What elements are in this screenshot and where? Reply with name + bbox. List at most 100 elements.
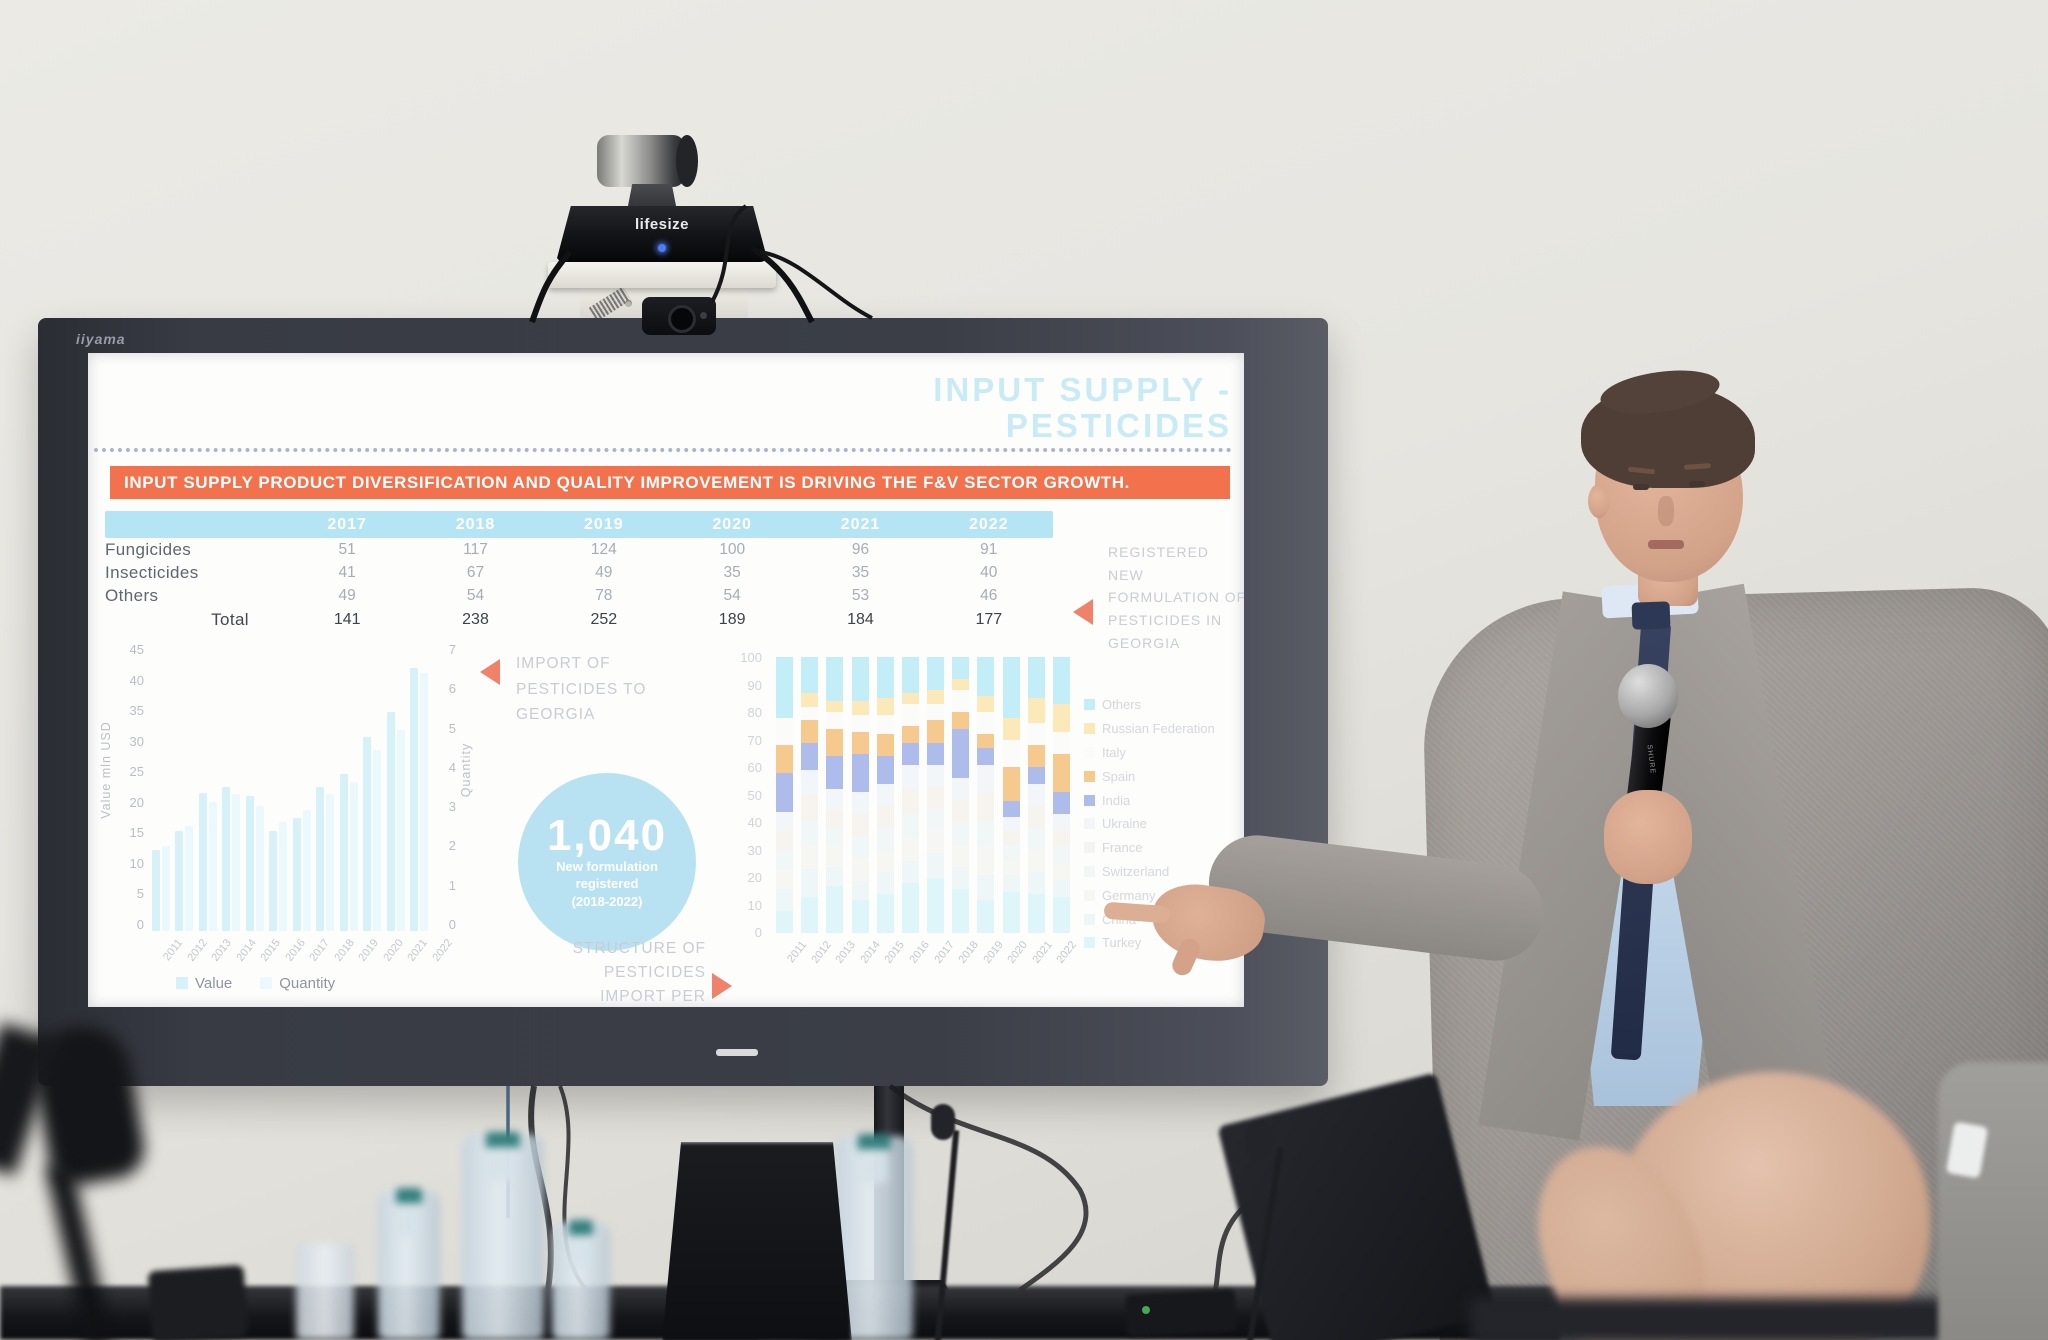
segment-france bbox=[776, 830, 793, 851]
stacked-column-2021 bbox=[1027, 657, 1045, 933]
segment-italy bbox=[851, 714, 869, 732]
water-bottle bbox=[462, 1132, 544, 1340]
segment-china bbox=[1002, 874, 1020, 892]
caption-import-of-pesticides: IMPORT OF PESTICIDES TO GEORGIA bbox=[516, 655, 647, 724]
segment-india bbox=[1027, 767, 1045, 784]
segment-ukraine bbox=[1052, 814, 1070, 831]
y-tick-label: 5 bbox=[136, 886, 144, 902]
bar-group-2018 bbox=[316, 649, 335, 931]
table-year-header: 2019 bbox=[584, 515, 624, 533]
segment-turkey bbox=[826, 886, 844, 933]
bar-quantity-2019 bbox=[349, 781, 358, 931]
segment-india bbox=[876, 756, 894, 784]
y-tick-label: 40 bbox=[747, 815, 762, 830]
y-tick-label: 30 bbox=[129, 733, 144, 749]
bar-value-2012 bbox=[175, 830, 184, 931]
bar-value-2018 bbox=[316, 786, 325, 931]
y-tick-label: 0 bbox=[136, 916, 144, 932]
y-tick-label: 50 bbox=[747, 787, 762, 803]
segment-italy bbox=[776, 717, 793, 746]
legend-item: Switzerland bbox=[1084, 860, 1215, 884]
segment-spain bbox=[801, 720, 819, 743]
segment-spain bbox=[901, 725, 919, 743]
y-tick-label: 2 bbox=[448, 838, 456, 854]
segment-ukraine bbox=[952, 778, 970, 801]
segment-spain bbox=[977, 734, 995, 749]
table-row: Insecticides 41 67 49 35 35 40 bbox=[105, 561, 1053, 584]
segment-france bbox=[952, 800, 970, 823]
microphone-capsule-icon bbox=[1618, 664, 1678, 728]
segment-spain bbox=[851, 731, 869, 754]
table-cell: 117 bbox=[463, 540, 488, 558]
segment-spain bbox=[776, 745, 793, 773]
bar-group-2022 bbox=[409, 649, 428, 931]
legend-swatch-icon bbox=[176, 977, 188, 989]
y-tick-label: 20 bbox=[747, 870, 762, 885]
segment-france bbox=[927, 786, 945, 809]
segment-switzerland bbox=[901, 814, 919, 840]
y-tick-label: 80 bbox=[747, 705, 762, 720]
y-tick-label: 70 bbox=[747, 732, 762, 748]
segment-italy bbox=[927, 703, 945, 721]
table-cell: 124 bbox=[590, 540, 617, 558]
table-header-row: 2017 2018 2019 2020 2021 2022 bbox=[105, 511, 1053, 538]
segment-others bbox=[826, 657, 844, 702]
legend-swatch-icon bbox=[1084, 889, 1095, 901]
video-camera-head bbox=[597, 135, 685, 187]
table-total-row: Total 141 238 252 189 184 177 bbox=[105, 607, 1053, 632]
bar-quantity-2020 bbox=[373, 749, 382, 931]
bar-quantity-2017 bbox=[302, 810, 311, 931]
segment-switzerland bbox=[851, 836, 869, 859]
segment-france bbox=[977, 792, 995, 820]
y-tick-label: 15 bbox=[129, 825, 144, 841]
table-total-cell: 141 bbox=[333, 610, 361, 628]
segment-others bbox=[927, 657, 945, 691]
table-total-cell: 184 bbox=[847, 610, 874, 628]
presenter-eye bbox=[1689, 481, 1705, 487]
highlight-text-line1: New formulation bbox=[556, 858, 658, 874]
legend-swatch-icon bbox=[1084, 746, 1095, 758]
segment-india bbox=[1002, 800, 1020, 818]
segment-france bbox=[826, 808, 844, 829]
segment-others bbox=[1052, 657, 1070, 704]
segment-others bbox=[977, 657, 995, 696]
tv-brand-logo: iiyama bbox=[76, 331, 126, 347]
segment-china bbox=[927, 852, 945, 878]
remote-button bbox=[1142, 1306, 1150, 1314]
legend-label: Turkey bbox=[1102, 935, 1142, 951]
segment-switzerland bbox=[927, 808, 945, 831]
bar-value-2014 bbox=[222, 786, 231, 931]
bar-value-2022 bbox=[409, 667, 418, 931]
table-year-header: 2020 bbox=[712, 515, 752, 533]
segment-ukraine bbox=[876, 783, 894, 806]
y-tick-label: 3 bbox=[448, 799, 456, 815]
segment-others bbox=[1027, 657, 1045, 699]
table-year-header: 2022 bbox=[969, 515, 1009, 533]
segment-germany bbox=[927, 830, 945, 853]
table-row: Others 49 54 78 54 53 46 bbox=[105, 584, 1053, 607]
bar-value-2021 bbox=[386, 711, 395, 931]
table-total-cell: 177 bbox=[975, 610, 1003, 628]
table-cell: 54 bbox=[466, 586, 485, 604]
legend-swatch-icon bbox=[1084, 865, 1095, 877]
legend-swatch-icon bbox=[1084, 818, 1095, 830]
segment-others bbox=[776, 657, 793, 718]
bar-value-2015 bbox=[245, 796, 254, 931]
bar-quantity-2022 bbox=[419, 673, 428, 931]
bar-quantity-2015 bbox=[255, 806, 264, 931]
status-led bbox=[658, 244, 666, 252]
segment-germany bbox=[952, 844, 970, 867]
segment-others bbox=[801, 657, 819, 693]
segment-spain bbox=[1027, 745, 1045, 768]
webcam-mic-dot bbox=[700, 312, 707, 319]
legend-label: Quantity bbox=[279, 975, 336, 992]
table-cell: 67 bbox=[466, 563, 485, 581]
bar-quantity-2013 bbox=[208, 802, 217, 931]
caption-structure-of-import: STRUCTURE OF PESTICIDES IMPORT PER COUNT… bbox=[572, 940, 706, 1006]
segment-switzerland bbox=[1027, 828, 1045, 851]
highlight-number: 1,040 bbox=[546, 810, 668, 860]
segment-ukraine bbox=[776, 811, 793, 831]
segment-india bbox=[977, 748, 995, 765]
segment-switzerland bbox=[801, 819, 819, 845]
